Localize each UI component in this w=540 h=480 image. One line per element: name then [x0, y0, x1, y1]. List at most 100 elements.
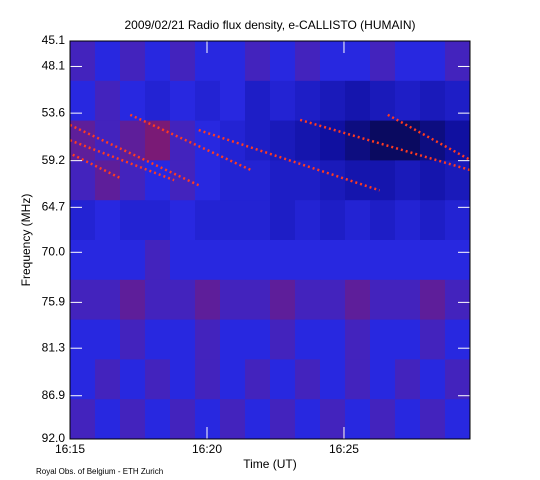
spectrum-cell [320, 200, 346, 241]
spectrum-cell [345, 359, 371, 400]
burst [198, 128, 380, 192]
y-tick-label: 45.1 [42, 33, 66, 47]
y-tick-label: 59.2 [42, 153, 66, 167]
spectrum-cell [370, 319, 396, 360]
spectrum-cell [245, 279, 271, 321]
spectrum-cell [345, 80, 371, 122]
spectrum-cell [370, 240, 396, 281]
spectrum-cell [370, 80, 396, 122]
spectrum-cell [145, 399, 171, 440]
spectrum-cell [95, 200, 121, 241]
y-tick-label: 53.6 [42, 105, 66, 119]
spectrum-cell [120, 359, 146, 400]
spectrum-cell [295, 41, 321, 82]
spectrum-cell [295, 160, 321, 201]
spectrum-cell [395, 160, 421, 201]
spectrum-cell [245, 200, 271, 241]
x-tick-label: 16:15 [55, 442, 85, 456]
spectrum-cell [345, 41, 371, 82]
spectrum-cell [120, 120, 146, 161]
spectrum-cell [120, 399, 146, 440]
burst [129, 113, 252, 172]
spectrum-cell [395, 80, 421, 122]
spectrum-cell [195, 120, 221, 161]
spectrum-cell [195, 399, 221, 440]
spectrum-cell [120, 200, 146, 241]
spectrum-cell [420, 279, 446, 321]
y-tick-label: 81.3 [42, 340, 66, 354]
spectrum-cell [445, 41, 471, 82]
spectrum-cell [245, 319, 271, 360]
credit: Royal Obs. of Belgium - ETH Zurich [36, 467, 163, 476]
spectrum-cell [70, 319, 96, 360]
spectrum-cell [145, 80, 171, 122]
spectrum-cell [445, 160, 471, 201]
spectrum-cell [345, 200, 371, 241]
spectrum-cell [420, 160, 446, 201]
spectrum-cell [370, 359, 396, 400]
y-tick-label: 70.0 [42, 244, 66, 258]
spectrum-cell [370, 200, 396, 241]
spectrum-cell [295, 319, 321, 360]
spectrum-cell [220, 80, 246, 122]
spectrum-cell [320, 279, 346, 321]
spectrum-cell [195, 319, 221, 360]
spectrum-cell [70, 41, 96, 82]
spectrum-cell [195, 279, 221, 321]
spectrum-cell [145, 120, 171, 161]
spectrum-cell [370, 279, 396, 321]
spectrum-cell [95, 80, 121, 122]
y-tick-label: 86.9 [42, 388, 66, 402]
spectrum-cell [170, 279, 196, 321]
spectrum-cell [220, 160, 246, 201]
spectrum-cell [445, 279, 471, 321]
spectrum-cell [170, 399, 196, 440]
spectrum-cell [295, 359, 321, 400]
spectrum-cell [320, 120, 346, 161]
spectrum-cell [270, 80, 296, 122]
spectrum-cell [170, 160, 196, 201]
spectrum-cell [145, 200, 171, 241]
spectrum-cell [395, 359, 421, 400]
spectrum-cell [220, 399, 246, 440]
spectrum-cell [445, 240, 471, 281]
spectrum-cell [195, 41, 221, 82]
spectrum-cell [220, 359, 246, 400]
spectrum-cell [245, 160, 271, 201]
spectrum-cell [245, 359, 271, 400]
spectrum-cell [270, 279, 296, 321]
spectrum-cell [395, 41, 421, 82]
spectrum-cell [320, 319, 346, 360]
spectrum-cell [320, 80, 346, 122]
spectrum-cell [120, 279, 146, 321]
burst [72, 153, 120, 179]
spectrum-cell [270, 399, 296, 440]
spectrum-cell [420, 80, 446, 122]
spectrum-cell [370, 399, 396, 440]
spectrum-cell [270, 200, 296, 241]
y-tick-label: 75.9 [42, 295, 66, 309]
spectrum-cell [195, 160, 221, 201]
spectrum-cell [245, 399, 271, 440]
spectrum-cell [170, 200, 196, 241]
spectrum-cell [195, 80, 221, 122]
spectrum-cell [120, 319, 146, 360]
spectrum-cell [70, 359, 96, 400]
spectrum-cell [70, 80, 96, 122]
spectrum-cell [145, 319, 171, 360]
spectrum-cell [170, 41, 196, 82]
spectrum-cell [95, 359, 121, 400]
spectrum-cell [445, 200, 471, 241]
spectrum-cell [120, 240, 146, 281]
spectrum-cell [95, 399, 121, 440]
spectrum-cell [170, 359, 196, 400]
burst [387, 113, 471, 161]
spectrum-cell [395, 279, 421, 321]
spectrum-cell [195, 200, 221, 241]
spectrum-cell [345, 399, 371, 440]
spectrum-cell [145, 160, 171, 201]
spectrum-cell [70, 399, 96, 440]
y-axis-label: Frequency (MHz) [19, 194, 33, 287]
plot-frame [69, 40, 471, 440]
